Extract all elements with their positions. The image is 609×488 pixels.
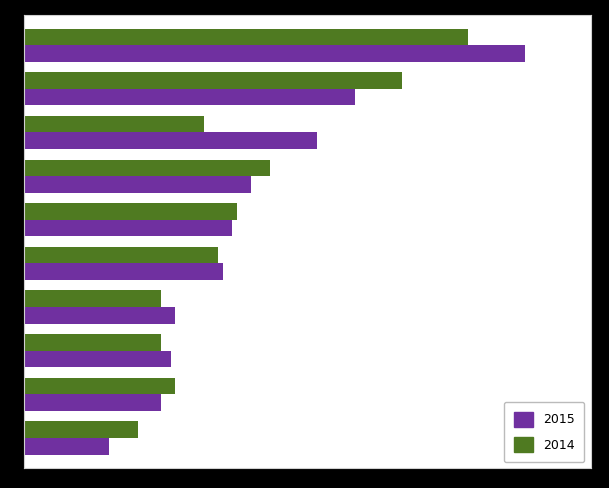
Bar bbox=[24, 264, 223, 280]
Bar bbox=[24, 72, 402, 89]
Bar bbox=[24, 220, 232, 236]
Bar bbox=[24, 160, 270, 176]
Bar bbox=[24, 307, 175, 324]
Bar bbox=[24, 290, 161, 307]
Bar bbox=[24, 421, 138, 438]
Bar bbox=[24, 89, 354, 105]
Bar bbox=[24, 203, 237, 220]
Legend: 2015, 2014: 2015, 2014 bbox=[504, 402, 585, 462]
Bar bbox=[24, 334, 161, 351]
Bar bbox=[24, 438, 109, 454]
Bar bbox=[24, 378, 175, 394]
Bar bbox=[24, 116, 203, 132]
Bar bbox=[24, 351, 171, 367]
Bar bbox=[24, 394, 161, 411]
Bar bbox=[24, 29, 468, 45]
Bar bbox=[24, 176, 251, 193]
Bar bbox=[24, 132, 317, 149]
Bar bbox=[24, 247, 218, 264]
Bar bbox=[24, 45, 524, 62]
